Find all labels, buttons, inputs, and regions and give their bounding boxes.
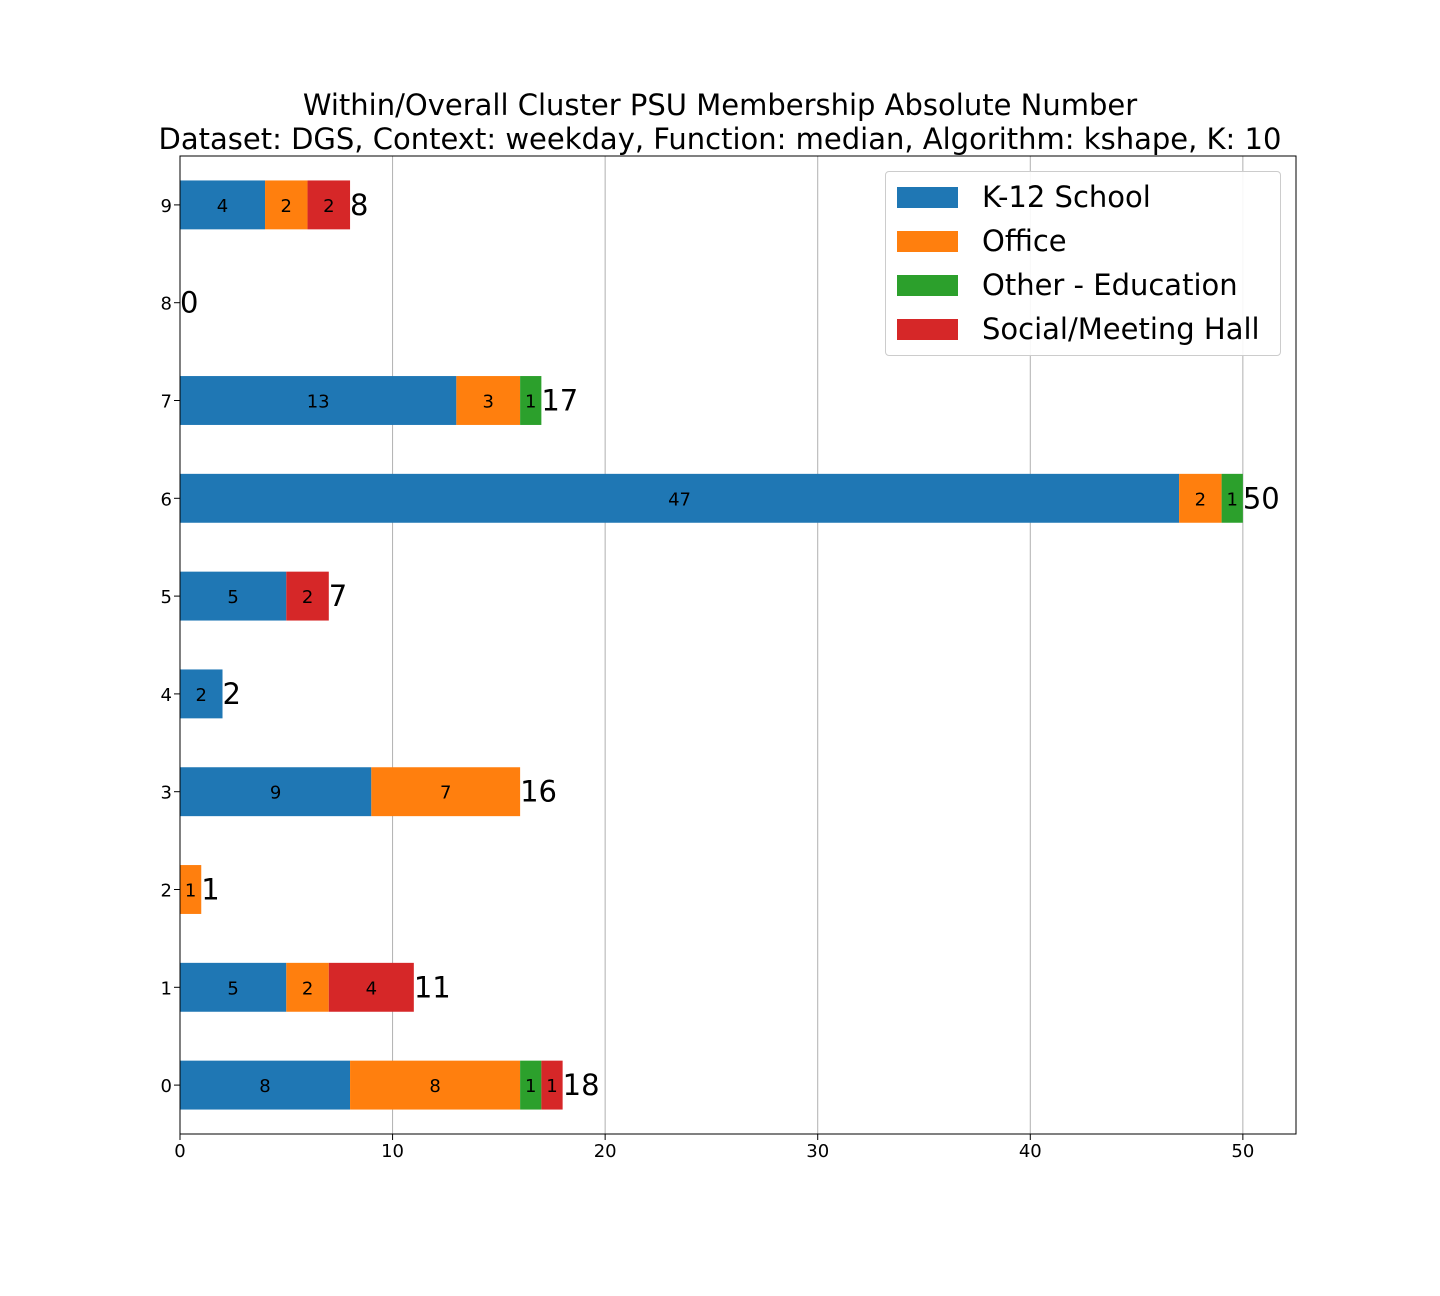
bar-total-label: 7	[329, 579, 347, 613]
bar-segment	[307, 180, 351, 230]
bar-segment	[180, 180, 266, 230]
bar-total-label: 1	[201, 873, 219, 907]
y-tick-label: 8	[161, 294, 172, 315]
bar-segment	[180, 1060, 351, 1110]
bar-segment-label: 1	[525, 392, 536, 413]
bar-segment-label: 47	[668, 489, 691, 510]
y-tick-label: 2	[161, 881, 172, 902]
bar-segment-label: 2	[196, 685, 207, 706]
bar-total-label: 0	[180, 286, 198, 320]
legend-swatch	[897, 187, 958, 208]
y-tick-label: 9	[161, 196, 172, 217]
bar-segment-label: 1	[185, 881, 196, 902]
bar-segment-label: 5	[227, 978, 238, 999]
bar-segment	[180, 473, 1180, 523]
bar-segment	[520, 1060, 542, 1110]
bar-segment	[520, 376, 542, 425]
legend-label: Social/Meeting Hall	[982, 312, 1260, 346]
chart-title: Within/Overall Cluster PSU Membership Ab…	[302, 88, 1138, 122]
bar-segment	[541, 1060, 563, 1110]
bar-segment	[265, 180, 308, 230]
legend-swatch	[897, 275, 958, 296]
bar-total-label: 2	[223, 677, 241, 711]
bar-total-label: 8	[350, 188, 368, 222]
plot-frame	[179, 155, 1297, 1135]
bar-segment	[371, 767, 521, 817]
y-tick-label: 5	[161, 587, 172, 608]
x-tick-label: 50	[1231, 1141, 1254, 1162]
x-tick-label: 40	[1019, 1141, 1042, 1162]
bar-segment-label: 2	[323, 196, 334, 217]
bar-segment	[328, 962, 414, 1012]
legend-label: Other - Education	[982, 268, 1238, 302]
bar-segment-label: 5	[227, 587, 238, 608]
x-tick-label: 10	[381, 1141, 404, 1162]
bar-segment-label: 1	[1227, 489, 1238, 510]
legend-swatch	[897, 319, 958, 340]
bar-segment-label: 4	[217, 196, 228, 217]
bar-segment-label: 2	[302, 587, 313, 608]
bar-segment	[180, 376, 457, 425]
bar-segment-label: 9	[270, 783, 281, 804]
bar-segment-label: 7	[440, 783, 451, 804]
bar-segment-label: 1	[546, 1076, 557, 1097]
bar-segment	[1179, 473, 1222, 523]
bar-segment	[180, 571, 287, 621]
bar-total-label: 17	[541, 384, 578, 418]
bar-segment-label: 2	[281, 196, 292, 217]
legend-label: K-12 School	[982, 180, 1151, 214]
bar-segment	[180, 669, 223, 719]
bar-segment	[286, 962, 329, 1012]
bar-segment-label: 4	[366, 978, 377, 999]
x-tick-label: 20	[594, 1141, 617, 1162]
legend-swatch	[897, 231, 958, 252]
bar-segment-label: 2	[302, 978, 313, 999]
y-tick-label: 6	[161, 489, 172, 510]
y-tick-label: 7	[161, 392, 172, 413]
bar-segment-label: 2	[1195, 489, 1206, 510]
bar-segment	[350, 1060, 521, 1110]
bar-total-label: 16	[520, 775, 557, 809]
bar-segment-label: 8	[259, 1076, 270, 1097]
y-tick-label: 1	[161, 978, 172, 999]
bar-segment	[1221, 473, 1243, 523]
bar-segment-label: 13	[307, 392, 330, 413]
y-tick-label: 4	[161, 685, 172, 706]
chart-subtitle: Dataset: DGS, Context: weekday, Function…	[158, 122, 1282, 156]
bar-segment-label: 3	[483, 392, 494, 413]
x-tick-label: 0	[174, 1141, 185, 1162]
bar-segment-label: 1	[525, 1076, 536, 1097]
bar-segment-label: 8	[429, 1076, 440, 1097]
y-tick-label: 3	[161, 783, 172, 804]
bar-segment	[180, 865, 202, 914]
bar-segment	[180, 767, 372, 817]
bar-segment	[180, 962, 287, 1012]
bar-total-label: 18	[563, 1068, 600, 1102]
legend-label: Office	[982, 224, 1067, 258]
bar-total-label: 50	[1243, 481, 1280, 515]
x-tick-label: 30	[806, 1141, 829, 1162]
bar-segment	[286, 571, 329, 621]
y-tick-label: 0	[161, 1076, 172, 1097]
bar-segment	[456, 376, 521, 425]
bar-total-label: 11	[414, 970, 451, 1004]
chart-legend: K-12 School Office Other - Education Social…	[885, 171, 1281, 356]
